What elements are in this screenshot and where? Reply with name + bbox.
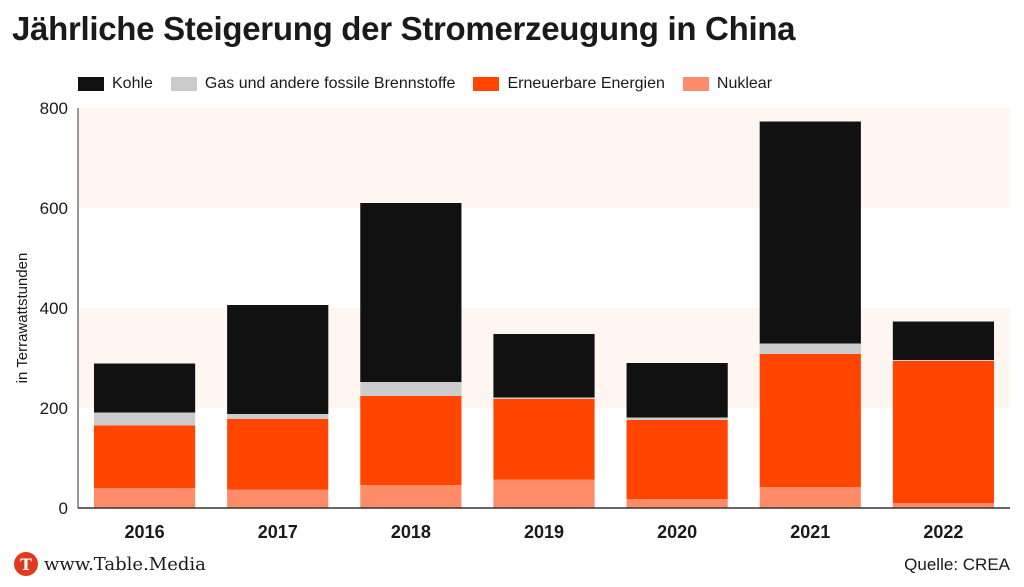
bar-segment xyxy=(360,485,462,508)
y-tick-label: 800 xyxy=(40,99,68,118)
y-tick-label: 600 xyxy=(40,199,68,218)
bar-segment xyxy=(93,412,196,426)
legend-label-kohle: Kohle xyxy=(112,75,153,92)
x-tick-label: 2017 xyxy=(258,522,298,542)
x-tick-label: 2022 xyxy=(923,522,963,542)
chart-title: Jährliche Steigerung der Stromerzeugung … xyxy=(12,10,796,47)
bar-segment xyxy=(227,419,329,490)
bar-segment xyxy=(626,363,728,418)
bar-segment xyxy=(759,487,861,508)
y-axis-title: in Terrawattstunden xyxy=(14,253,31,384)
bar-segment xyxy=(626,499,728,508)
x-tick-label: 2016 xyxy=(125,522,165,542)
bar-segment xyxy=(493,399,595,480)
bar-segment xyxy=(892,503,995,508)
y-tick-label: 400 xyxy=(40,299,68,318)
bar-segment xyxy=(892,321,995,360)
bar-segment xyxy=(93,488,196,508)
bar-segment xyxy=(892,361,995,503)
x-tick-label: 2019 xyxy=(524,522,564,542)
bar-segment xyxy=(360,203,462,382)
bar-segment xyxy=(759,343,861,354)
bar-segment xyxy=(227,414,329,419)
bar-segment xyxy=(360,396,462,485)
bar-segment xyxy=(360,382,462,396)
legend-item-erneuerbare: Erneuerbare Energien xyxy=(473,75,665,93)
bar-segment xyxy=(93,363,196,413)
legend: Kohle Gas und andere fossile Brennstoffe… xyxy=(78,75,790,93)
legend-item-gas: Gas und andere fossile Brennstoffe xyxy=(170,75,456,93)
bar-segment xyxy=(93,425,196,488)
x-tick-label: 2020 xyxy=(657,522,697,542)
legend-label-erneuerbare: Erneuerbare Energien xyxy=(507,75,665,92)
brand-url: www.Table.Media xyxy=(44,553,206,575)
y-tick-label: 0 xyxy=(59,499,68,518)
legend-swatch-erneuerbare xyxy=(473,77,500,91)
x-tick-label: 2018 xyxy=(391,522,431,542)
bar-segment xyxy=(493,479,595,508)
source-note: Quelle: CREA xyxy=(904,555,1010,574)
background-band xyxy=(78,208,1010,308)
brand: T www.Table.Media xyxy=(14,552,206,576)
legend-item-nuklear: Nuklear xyxy=(682,75,773,93)
bar-segment xyxy=(759,121,861,344)
legend-label-gas: Gas und andere fossile Brennstoffe xyxy=(204,75,456,92)
legend-item-kohle: Kohle xyxy=(78,75,153,93)
chart-plot: 0 200 400 600 800 in Terrawattstunden 2016 2017… xyxy=(14,99,1010,542)
background-band xyxy=(78,108,1010,208)
bar-segment xyxy=(493,334,595,398)
bar-segment xyxy=(892,360,995,361)
legend-swatch-kohle xyxy=(78,77,104,91)
bar-segment xyxy=(759,354,861,487)
legend-swatch-gas xyxy=(170,77,197,91)
y-tick-label: 200 xyxy=(40,399,68,418)
bar-segment xyxy=(626,420,728,499)
x-tick-label: 2021 xyxy=(790,522,830,542)
table-media-logo-icon: T xyxy=(14,552,38,576)
bar-segment xyxy=(493,397,595,399)
bar-segment xyxy=(227,305,329,414)
bar-segment xyxy=(227,489,329,508)
bar-segment xyxy=(626,417,728,420)
legend-swatch-nuklear xyxy=(682,77,709,91)
legend-label-nuklear: Nuklear xyxy=(716,75,773,92)
